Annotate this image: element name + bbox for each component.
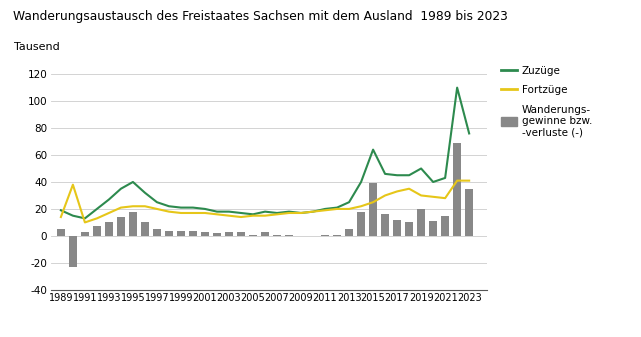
Bar (117, 217, 125, 236)
Bar (153, 229, 161, 236)
Bar (441, 216, 449, 236)
Bar (141, 222, 149, 236)
Bar (357, 212, 365, 236)
Bar (261, 232, 269, 236)
Bar (417, 209, 426, 236)
Bar (81, 232, 89, 236)
Bar (405, 222, 413, 236)
Bar (393, 220, 401, 236)
Bar (104, 222, 113, 236)
Bar (165, 231, 173, 236)
Bar (177, 231, 185, 236)
Bar (93, 226, 101, 236)
Legend: Zuzüge, Fortzüge, Wanderungs-
gewinne bzw.
-verluste (-): Zuzüge, Fortzüge, Wanderungs- gewinne bz… (501, 66, 592, 138)
Bar (429, 221, 437, 236)
Bar (381, 214, 389, 236)
Bar (225, 232, 233, 236)
Bar (453, 143, 462, 236)
Bar (56, 229, 65, 236)
Bar (321, 235, 329, 236)
Bar (345, 229, 353, 236)
Text: Wanderungsaustausch des Freistaates Sachsen mit dem Ausland  1989 bis 2023: Wanderungsaustausch des Freistaates Sach… (13, 10, 508, 23)
Bar (129, 212, 137, 236)
Bar (273, 235, 281, 236)
Bar (465, 189, 473, 236)
Bar (69, 236, 77, 267)
Bar (201, 232, 209, 236)
Bar (213, 233, 221, 236)
Text: Tausend: Tausend (14, 42, 60, 52)
Bar (249, 235, 257, 236)
Bar (369, 183, 378, 236)
Bar (285, 235, 293, 236)
Bar (188, 231, 197, 236)
Bar (237, 232, 246, 236)
Bar (333, 235, 341, 236)
